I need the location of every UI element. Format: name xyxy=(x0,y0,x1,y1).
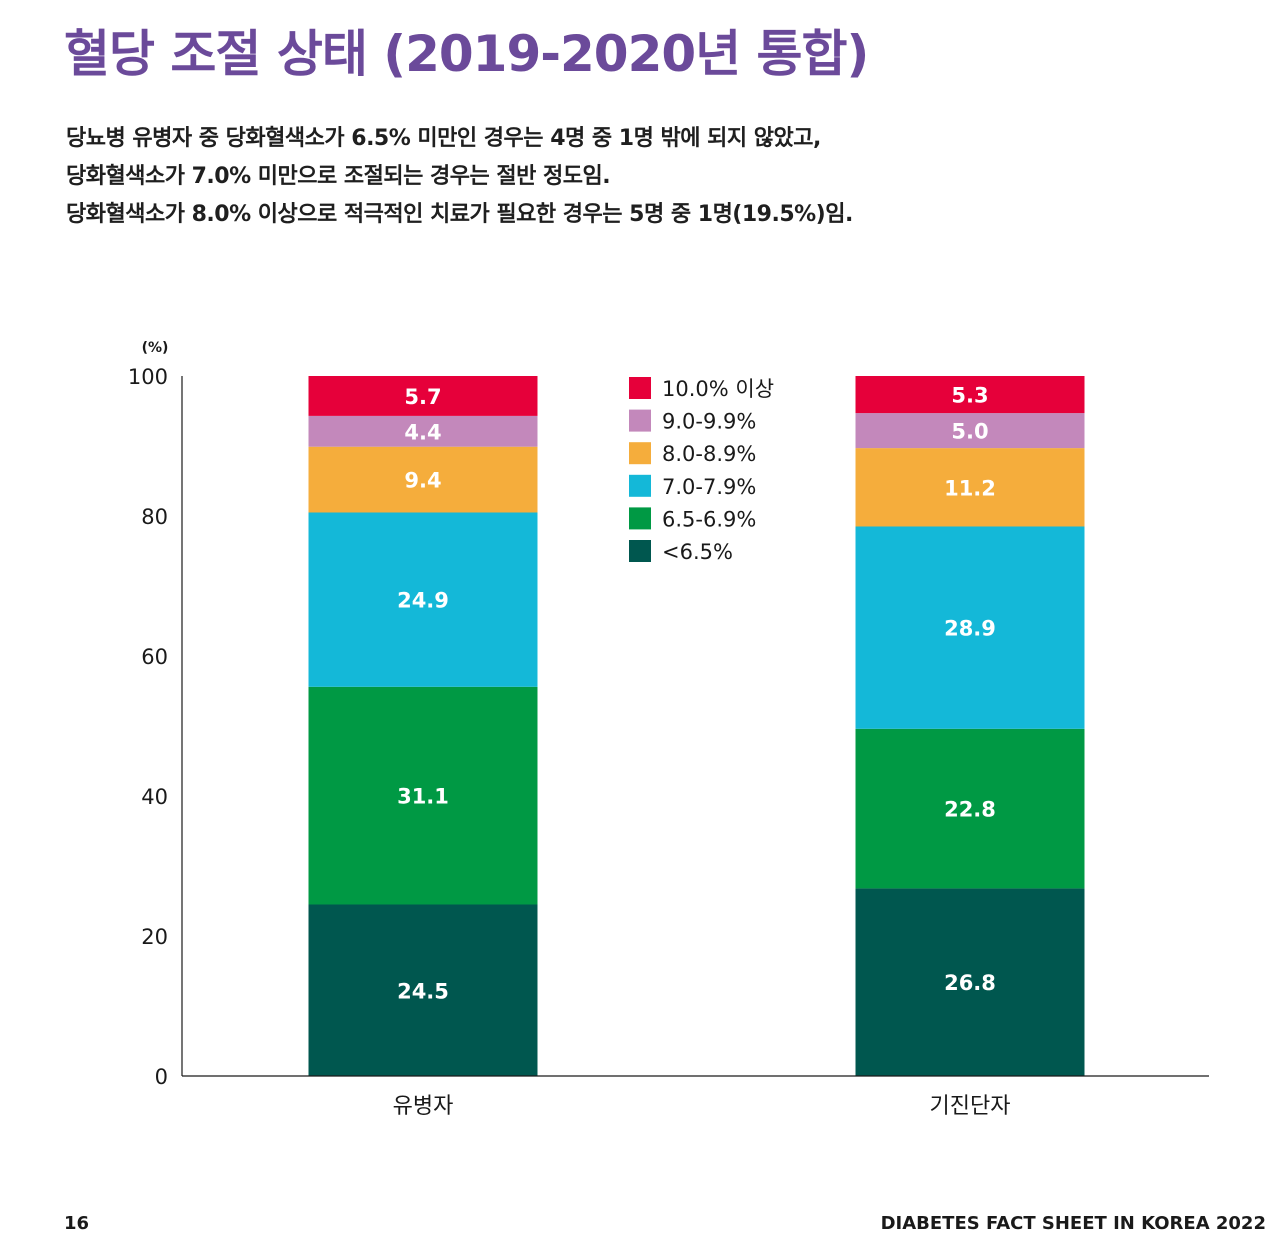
data-label: 11.2 xyxy=(944,476,996,500)
legend-swatch xyxy=(629,474,651,497)
bar-segment xyxy=(308,512,538,687)
bar-segment xyxy=(855,526,1085,729)
legend-swatch xyxy=(629,540,651,562)
data-label: 22.8 xyxy=(944,798,996,822)
data-label: 4.4 xyxy=(404,420,441,444)
bar-segment xyxy=(308,376,538,416)
bar-segment xyxy=(308,686,538,905)
summary-text: 당뇨병 유병자 중 당화혈색소가 6.5% 미만인 경우는 4명 중 1명 밖에… xyxy=(66,120,853,234)
publication-title: DIABETES FACT SHEET IN KOREA 2022 xyxy=(880,1213,1266,1234)
legend-label: <6.5% xyxy=(662,540,733,564)
y-tick-label: 20 xyxy=(141,925,168,949)
bar-segment xyxy=(855,728,1085,889)
legend-swatch xyxy=(629,442,651,465)
page-number: 16 xyxy=(64,1213,90,1234)
data-label: 24.5 xyxy=(397,979,449,1003)
summary-line: 당뇨병 유병자 중 당화혈색소가 6.5% 미만인 경우는 4명 중 1명 밖에… xyxy=(66,126,821,151)
legend-label: 7.0-7.9% xyxy=(662,475,756,499)
bar-segment xyxy=(308,415,538,447)
y-tick-label: 80 xyxy=(141,505,168,529)
bar-segment xyxy=(855,448,1085,527)
data-label: 31.1 xyxy=(397,785,449,809)
summary-line: 당화혈색소가 8.0% 이상으로 적극적인 치료가 필요한 경우는 5명 중 1… xyxy=(66,202,853,227)
bar-segment xyxy=(855,413,1085,449)
legend-label: 8.0-8.9% xyxy=(662,442,756,466)
data-label: 5.7 xyxy=(404,385,441,409)
data-label: 24.9 xyxy=(397,589,449,613)
data-label: 5.0 xyxy=(951,420,988,444)
x-tick-label: 유병자 xyxy=(393,1094,454,1119)
y-tick-label: 0 xyxy=(155,1065,168,1089)
legend-swatch xyxy=(629,409,651,432)
legend-label: 9.0-9.9% xyxy=(662,410,756,434)
bar-segment xyxy=(855,888,1085,1076)
y-tick-label: 100 xyxy=(128,365,168,389)
data-label: 5.3 xyxy=(951,384,988,408)
page-title: 혈당 조절 상태 (2019-2020년 통합) xyxy=(64,25,869,83)
bar-segment xyxy=(855,376,1085,414)
y-axis-unit-label: (%) xyxy=(142,340,169,356)
summary-line: 당화혈색소가 7.0% 미만으로 조절되는 경우는 절반 정도임. xyxy=(66,164,611,189)
bar-segment xyxy=(308,446,538,513)
bar-segment xyxy=(308,904,538,1076)
legend-swatch xyxy=(629,377,651,399)
data-label: 26.8 xyxy=(944,971,996,995)
y-tick-label: 40 xyxy=(141,785,168,809)
y-tick-label: 60 xyxy=(141,645,168,669)
legend-label: 10.0% 이상 xyxy=(662,377,774,401)
data-label: 9.4 xyxy=(404,469,441,493)
data-label: 28.9 xyxy=(944,617,996,641)
legend-label: 6.5-6.9% xyxy=(662,507,756,531)
legend-swatch xyxy=(629,507,651,530)
x-tick-label: 기진단자 xyxy=(930,1094,1011,1119)
